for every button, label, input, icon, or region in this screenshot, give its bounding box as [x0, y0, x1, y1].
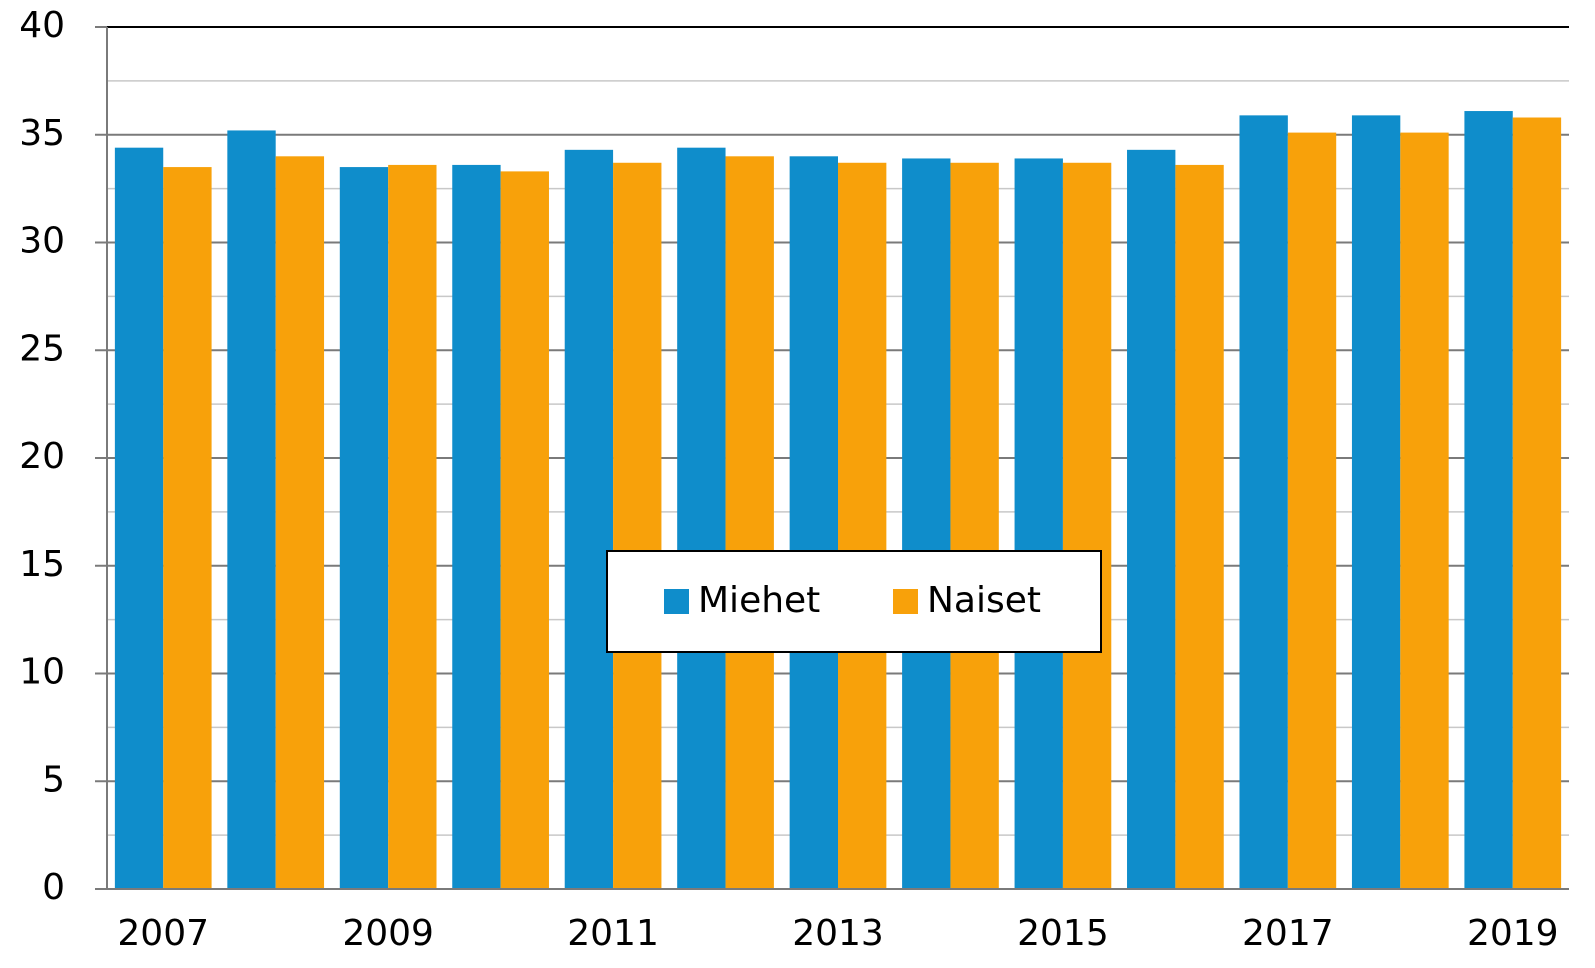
y-tick-label: 30 [19, 221, 65, 262]
bar [789, 156, 838, 890]
legend-box [606, 550, 1102, 653]
bar [114, 147, 164, 889]
bar [1287, 132, 1337, 890]
bar [902, 158, 951, 889]
bar [452, 164, 501, 890]
bar [1062, 162, 1112, 889]
bar [275, 156, 325, 890]
legend-label: Naiset [927, 580, 1041, 621]
bar [1127, 149, 1176, 889]
bar [227, 130, 276, 889]
bar [838, 162, 887, 889]
bar [613, 162, 662, 889]
y-tick-label: 35 [19, 113, 65, 154]
x-tick-label: 2011 [567, 913, 659, 954]
x-tick-label: 2009 [342, 913, 434, 954]
bar [1014, 158, 1063, 889]
y-tick-label: 15 [19, 544, 65, 585]
y-tick-label: 20 [19, 436, 65, 477]
x-tick-label: 2015 [1017, 913, 1109, 954]
bar [163, 167, 212, 889]
x-tick-label: 2007 [117, 913, 209, 954]
bar [1175, 164, 1224, 890]
y-tick-label: 5 [42, 759, 65, 800]
legend-swatch [893, 589, 918, 614]
bar [339, 167, 389, 889]
bar [1400, 132, 1449, 890]
legend-label: Miehet [698, 580, 820, 621]
legend-swatch [664, 589, 689, 614]
bar [725, 156, 774, 890]
legend: Miehet Naiset [606, 550, 1102, 653]
x-tick-label: 2013 [792, 913, 884, 954]
bar [500, 171, 549, 889]
bar [564, 149, 614, 889]
bar [1512, 117, 1562, 889]
x-tick-label: 2017 [1242, 913, 1334, 954]
bar [1351, 115, 1401, 890]
y-tick-label: 40 [19, 5, 65, 46]
y-tick-label: 25 [19, 328, 65, 369]
y-tick-label: 10 [19, 652, 65, 693]
bar [950, 162, 999, 889]
bar [1464, 111, 1513, 890]
x-tick-label: 2019 [1467, 913, 1559, 954]
bar [1239, 115, 1288, 890]
bar [388, 164, 437, 890]
bar [677, 147, 726, 889]
y-tick-label: 0 [42, 867, 65, 908]
